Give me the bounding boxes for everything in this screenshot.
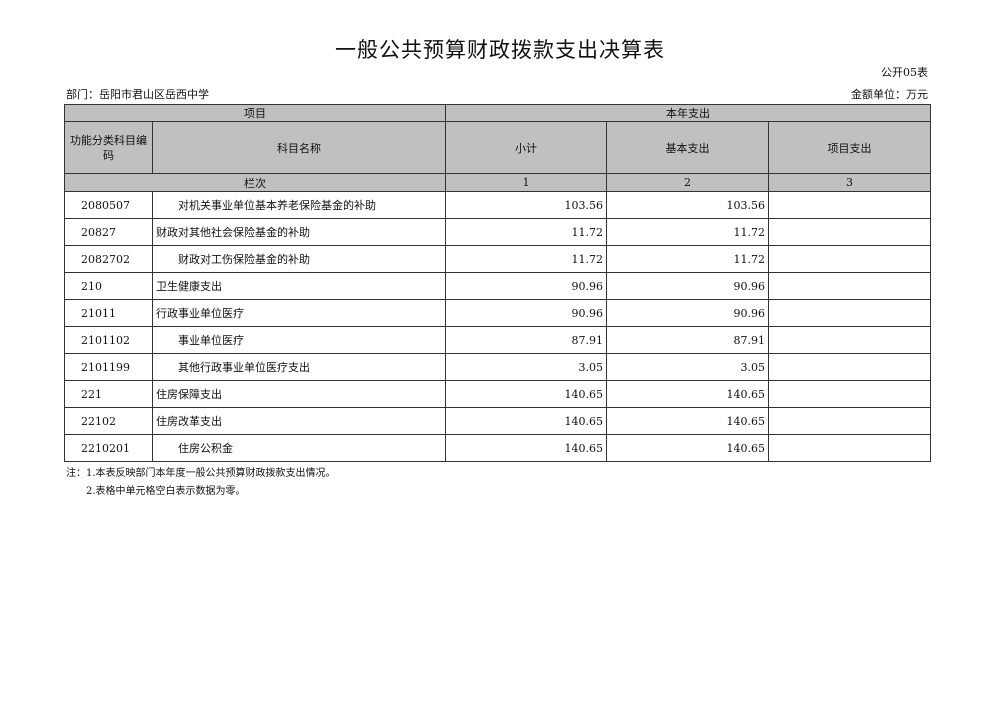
table-row: 221 住房保障支出 140.65 140.65: [64, 380, 931, 408]
subtotal-cell: 87.91: [445, 326, 607, 354]
index-3: 3: [768, 173, 931, 192]
name-cell: 住房公积金: [152, 434, 446, 462]
project-cell: [768, 272, 931, 300]
name-cell: 其他行政事业单位医疗支出: [152, 353, 446, 381]
project-cell: [768, 218, 931, 246]
index-2: 2: [606, 173, 769, 192]
basic-cell: 11.72: [606, 245, 769, 273]
department: 部门：岳阳市君山区岳西中学: [66, 88, 209, 101]
code-cell: 210: [64, 272, 153, 300]
basic-cell: 103.56: [606, 191, 769, 219]
basic-cell: 90.96: [606, 272, 769, 300]
name-cell: 对机关事业单位基本养老保险基金的补助: [152, 191, 446, 219]
page-title: 一般公共预算财政拨款支出决算表: [335, 38, 665, 62]
subtotal-cell: 140.65: [445, 380, 607, 408]
header-project-exp: 项目支出: [768, 121, 931, 174]
project-cell: [768, 191, 931, 219]
table-code: 公开05表: [881, 66, 928, 79]
basic-cell: 140.65: [606, 434, 769, 462]
header-row: 功能分类科目编码 科目名称 小计 基本支出 项目支出: [64, 121, 931, 174]
header-name: 科目名称: [152, 121, 446, 174]
project-cell: [768, 434, 931, 462]
code-cell: 2210201: [64, 434, 153, 462]
header-subtotal: 小计: [445, 121, 607, 174]
header-project: 项目: [64, 104, 446, 122]
expenditure-table: 项目 本年支出 功能分类科目编码 科目名称 小计 基本支出 项目支出 栏次 1 …: [64, 104, 931, 462]
code-cell: 2101199: [64, 353, 153, 381]
subtotal-cell: 11.72: [445, 245, 607, 273]
table-row: 2082702 财政对工伤保险基金的补助 11.72 11.72: [64, 245, 931, 273]
code-cell: 2080507: [64, 191, 153, 219]
code-cell: 2082702: [64, 245, 153, 273]
project-cell: [768, 380, 931, 408]
subtotal-cell: 90.96: [445, 272, 607, 300]
table-row: 2101102 事业单位医疗 87.91 87.91: [64, 326, 931, 354]
name-cell: 财政对工伤保险基金的补助: [152, 245, 446, 273]
table-row: 2080507 对机关事业单位基本养老保险基金的补助 103.56 103.56: [64, 191, 931, 219]
basic-cell: 140.65: [606, 407, 769, 435]
name-cell: 住房保障支出: [152, 380, 446, 408]
subtotal-cell: 11.72: [445, 218, 607, 246]
amount-unit: 金额单位：万元: [851, 88, 928, 101]
basic-cell: 11.72: [606, 218, 769, 246]
header-current-year: 本年支出: [445, 104, 931, 122]
subtotal-cell: 90.96: [445, 299, 607, 327]
basic-cell: 3.05: [606, 353, 769, 381]
header-code: 功能分类科目编码: [64, 121, 153, 174]
project-cell: [768, 353, 931, 381]
code-cell: 221: [64, 380, 153, 408]
table-row: 210 卫生健康支出 90.96 90.96: [64, 272, 931, 300]
subtotal-cell: 3.05: [445, 353, 607, 381]
name-cell: 卫生健康支出: [152, 272, 446, 300]
table-row: 22102 住房改革支出 140.65 140.65: [64, 407, 931, 435]
subtotal-cell: 140.65: [445, 407, 607, 435]
code-cell: 22102: [64, 407, 153, 435]
index-row: 栏次 1 2 3: [64, 173, 931, 192]
row-index-label: 栏次: [64, 173, 446, 192]
subtotal-cell: 140.65: [445, 434, 607, 462]
table-row: 20827 财政对其他社会保险基金的补助 11.72 11.72: [64, 218, 931, 246]
index-1: 1: [445, 173, 607, 192]
header-row: 项目 本年支出: [64, 104, 931, 122]
subtotal-cell: 103.56: [445, 191, 607, 219]
header-basic: 基本支出: [606, 121, 769, 174]
project-cell: [768, 407, 931, 435]
note-2: 2.表格中单元格空白表示数据为零。: [66, 486, 246, 497]
basic-cell: 87.91: [606, 326, 769, 354]
name-cell: 财政对其他社会保险基金的补助: [152, 218, 446, 246]
basic-cell: 140.65: [606, 380, 769, 408]
project-cell: [768, 245, 931, 273]
code-cell: 2101102: [64, 326, 153, 354]
table-row: 2210201 住房公积金 140.65 140.65: [64, 434, 931, 462]
code-cell: 20827: [64, 218, 153, 246]
code-cell: 21011: [64, 299, 153, 327]
name-cell: 行政事业单位医疗: [152, 299, 446, 327]
table-row: 21011 行政事业单位医疗 90.96 90.96: [64, 299, 931, 327]
name-cell: 事业单位医疗: [152, 326, 446, 354]
project-cell: [768, 326, 931, 354]
note-1: 注：1.本表反映部门本年度一般公共预算财政拨款支出情况。: [66, 468, 336, 479]
name-cell: 住房改革支出: [152, 407, 446, 435]
basic-cell: 90.96: [606, 299, 769, 327]
table-row: 2101199 其他行政事业单位医疗支出 3.05 3.05: [64, 353, 931, 381]
project-cell: [768, 299, 931, 327]
